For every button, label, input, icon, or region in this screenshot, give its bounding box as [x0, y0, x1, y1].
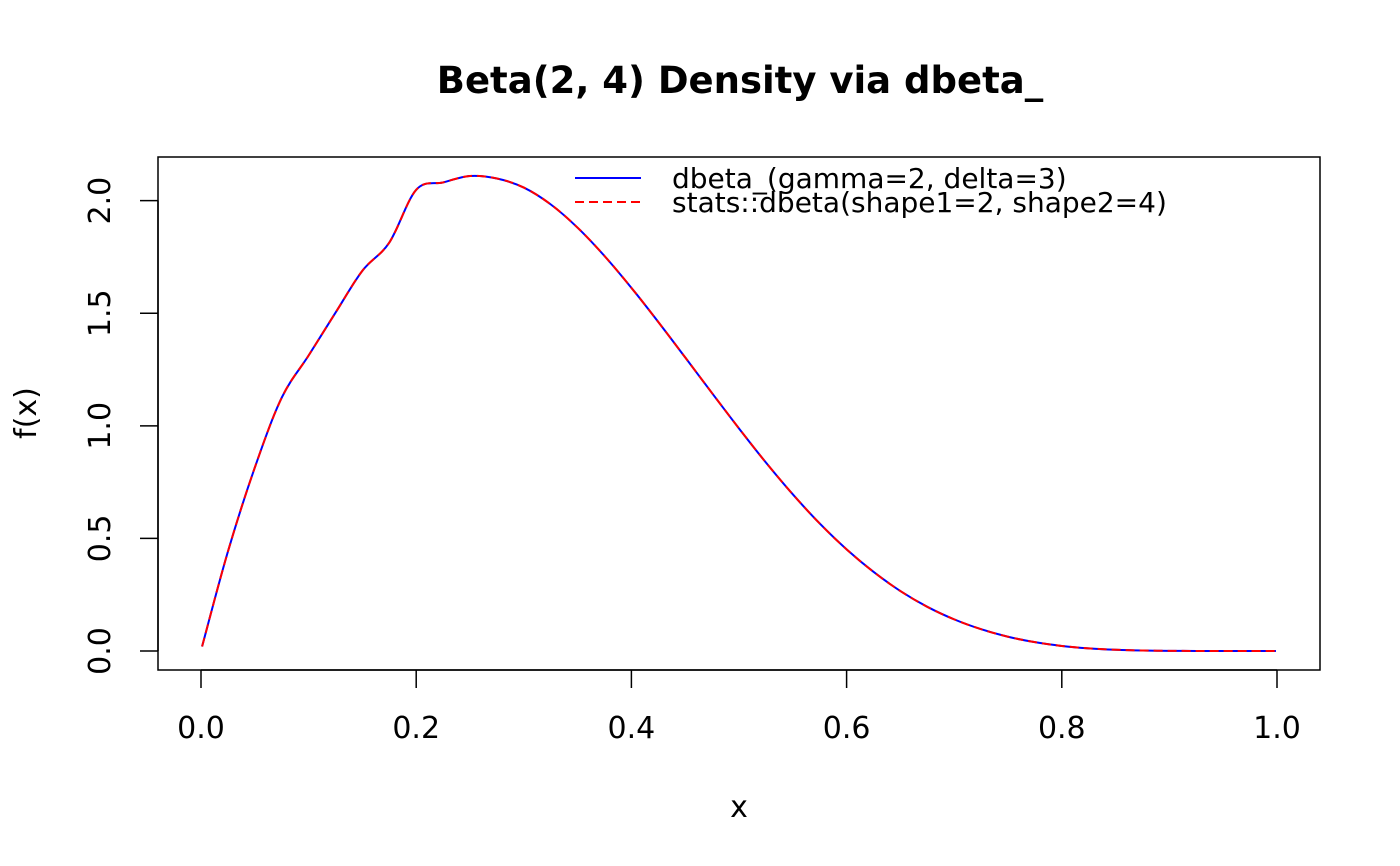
chart-title: Beta(2, 4) Density via dbeta_	[437, 59, 1044, 102]
x-tick-label: 0.4	[608, 711, 656, 746]
y-axis: 0.0 0.5 1.0 1.5 2.0	[83, 177, 159, 675]
x-axis: 0.0 0.2 0.4 0.6 0.8 1.0	[177, 669, 1301, 746]
y-tick-label: 2.0	[83, 177, 118, 225]
y-tick-label: 0.0	[83, 627, 118, 675]
series-line-1	[201, 174, 1276, 653]
y-tick-label: 1.0	[83, 402, 118, 450]
x-tick-label: 0.6	[823, 711, 871, 746]
y-tick-label: 0.5	[83, 515, 118, 563]
x-axis-label: x	[730, 790, 748, 825]
x-tick-label: 0.8	[1038, 711, 1086, 746]
legend: dbeta_(gamma=2, delta=3)stats::dbeta(sha…	[575, 162, 1167, 219]
x-tick-label: 1.0	[1253, 711, 1301, 746]
plot-frame	[157, 156, 1321, 671]
legend-label-2: stats::dbeta(shape1=2, shape2=4)	[672, 186, 1167, 219]
x-tick-label: 0.0	[177, 711, 225, 746]
y-tick-label: 1.5	[83, 289, 118, 337]
series-layer	[201, 174, 1276, 653]
series-line-2	[201, 174, 1276, 653]
x-tick-label: 0.2	[392, 711, 440, 746]
y-axis-label: f(x)	[9, 387, 44, 439]
legend-label-1: dbeta_(gamma=2, delta=3)	[672, 162, 1067, 195]
